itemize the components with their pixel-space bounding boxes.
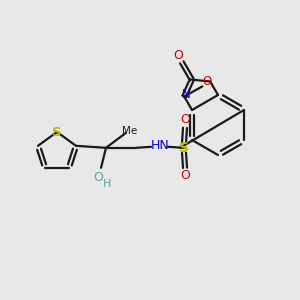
Text: S: S [52, 125, 62, 139]
Text: O: O [180, 113, 190, 126]
Text: H: H [103, 179, 111, 189]
Text: N: N [182, 88, 190, 101]
Text: S: S [179, 141, 189, 155]
Text: O: O [180, 169, 190, 182]
Text: O: O [202, 75, 212, 88]
Text: O: O [93, 171, 103, 184]
Text: O: O [173, 49, 183, 62]
Text: HN: HN [151, 139, 169, 152]
Text: Me: Me [122, 126, 138, 136]
